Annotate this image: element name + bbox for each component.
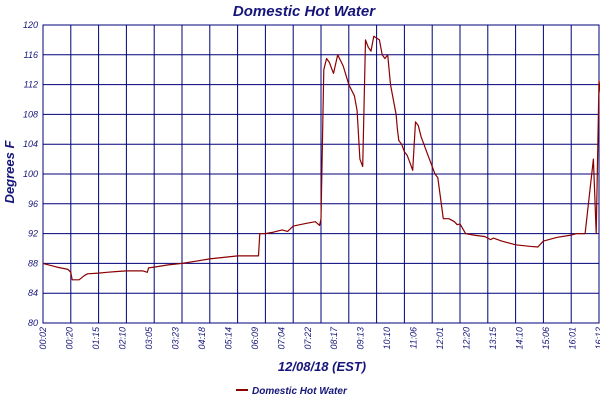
x-tick-label: 10:10 [382,327,392,350]
x-tick-label: 16:12 [594,327,600,350]
x-tick-label: 07:04 [276,327,286,350]
y-tick-label: 96 [28,199,38,209]
y-tick-label: 88 [28,258,38,268]
x-tick-label: 12:01 [435,327,445,350]
x-tick-label: 00:20 [64,327,74,350]
x-tick-label: 15:06 [541,327,551,350]
x-axis-label: 12/08/18 (EST) [278,359,366,374]
y-tick-label: 112 [24,80,38,90]
x-tick-label: 07:22 [303,327,313,350]
x-tick-label: 13:15 [488,326,498,350]
grid [42,24,600,324]
y-tick-label: 116 [24,50,38,60]
x-tick-label: 05:14 [223,327,233,350]
legend-label: Domestic Hot Water [252,386,348,397]
x-tick-label: 08:17 [329,326,339,350]
y-axis-label: Degrees F [2,140,17,204]
x-tick-label: 11:06 [409,327,419,349]
x-axis-ticks: 00:02 00:20 01:15 02:10 03:05 03:23 04:18 05:14… [38,326,600,350]
chart-title: Domestic Hot Water [233,3,376,20]
y-tick-label: 84 [28,288,38,298]
y-tick-label: 104 [23,139,38,149]
legend: Domestic Hot Water [236,386,348,397]
x-tick-label: 03:05 [144,326,154,350]
y-tick-label: 108 [23,109,38,119]
x-tick-label: 09:13 [356,327,366,350]
series-line-domestic-hot-water [42,35,600,281]
x-tick-label: 01:15 [91,326,101,350]
x-tick-label: 02:10 [117,327,127,350]
y-tick-label: 100 [23,169,38,179]
plot-area-frame [42,24,600,324]
x-tick-label: 04:18 [197,327,207,350]
y-tick-label: 80 [28,318,38,328]
y-axis-ticks: 80 84 88 92 96 100 104 108 112 116 120 [23,20,38,328]
y-tick-label: 92 [28,229,38,239]
x-tick-label: 00:02 [38,327,48,350]
x-tick-label: 06:09 [250,327,260,350]
x-tick-label: 14:10 [515,327,525,350]
series [42,35,600,281]
y-tick-label: 120 [23,20,38,30]
x-tick-label: 16:01 [568,327,578,350]
x-tick-label: 03:23 [170,327,180,350]
x-tick-label: 12:20 [462,327,472,350]
